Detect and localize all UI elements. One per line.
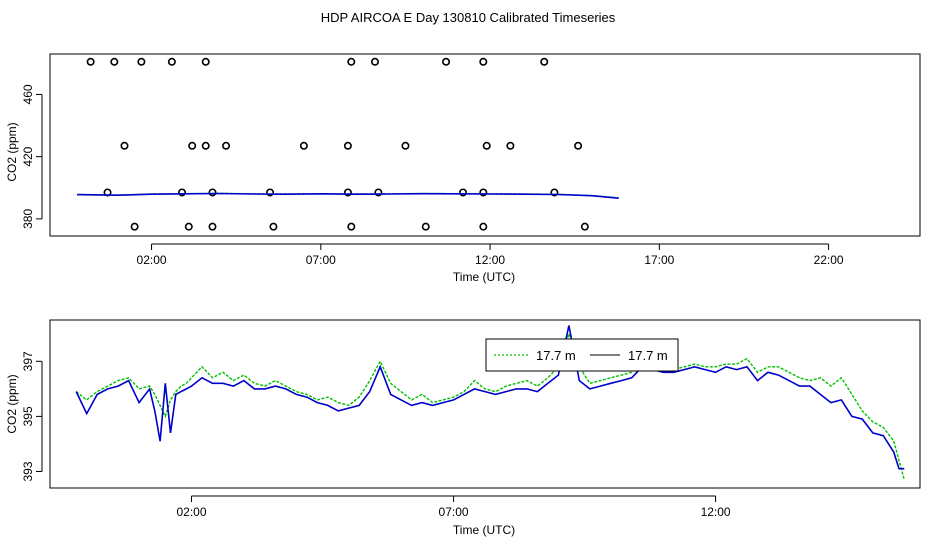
x-tick-label: 07:00 [306, 253, 336, 267]
top-x-axis: 02:00 07:00 12:00 17:00 22:00 [137, 243, 844, 267]
y-tick-label: 395 [21, 406, 35, 426]
calibration-point [208, 188, 217, 197]
calibration-point [184, 222, 193, 231]
calibration-point [299, 141, 308, 150]
calibration-point [506, 141, 515, 150]
top-x-label: Time (UTC) [453, 270, 515, 284]
calibration-point [550, 188, 559, 197]
top-calibration-points [86, 57, 589, 231]
calibration-point [482, 141, 491, 150]
bottom-x-label: Time (UTC) [453, 523, 515, 537]
calibration-point [458, 188, 467, 197]
calibration-point [479, 222, 488, 231]
legend-label-green: 17.7 m [536, 348, 576, 363]
calibration-point [374, 188, 383, 197]
x-tick-label: 22:00 [814, 253, 844, 267]
bottom-y-label: CO2 (ppm) [5, 374, 19, 433]
y-tick-label: 460 [21, 84, 35, 104]
calibration-point [574, 141, 583, 150]
top-series-lines [77, 192, 619, 199]
calibration-point [201, 57, 210, 66]
calibration-point [137, 57, 146, 66]
x-tick-label: 12:00 [701, 505, 731, 519]
calibration-point [401, 141, 410, 150]
x-tick-label: 02:00 [176, 505, 206, 519]
calibration-point [222, 141, 231, 150]
calibration-point [580, 222, 589, 231]
x-tick-label: 02:00 [137, 253, 167, 267]
bottom-plot-frame [49, 319, 921, 489]
x-tick-label: 17:00 [644, 253, 674, 267]
x-tick-label: 07:00 [439, 505, 469, 519]
calibration-point [120, 141, 129, 150]
calibration-point [266, 188, 275, 197]
series-line-blue [75, 325, 905, 470]
chart-title: HDP AIRCOA E Day 130810 Calibrated Times… [321, 10, 616, 25]
calibration-point [110, 57, 119, 66]
calibration-point [178, 188, 187, 197]
calibration-point [269, 222, 278, 231]
calibration-point [421, 222, 430, 231]
bottom-y-axis: 393 395 397 [21, 351, 43, 481]
calibration-point [86, 57, 95, 66]
calibration-point [130, 222, 139, 231]
y-tick-label: 380 [21, 209, 35, 229]
calibration-point [347, 57, 356, 66]
calibration-point [201, 141, 210, 150]
calibration-point [343, 188, 352, 197]
calibration-point [479, 57, 488, 66]
y-tick-label: 420 [21, 146, 35, 166]
legend-label-blue: 17.7 m [628, 348, 668, 363]
calibration-point [370, 57, 379, 66]
y-tick-label: 397 [21, 351, 35, 371]
bottom-x-axis: 02:00 07:00 12:00 [176, 495, 731, 519]
calibration-point [442, 57, 451, 66]
legend: 17.7 m 17.7 m [485, 338, 679, 372]
top-panel: 02:00 07:00 12:00 17:00 22:00 380 420 460 Time… [5, 53, 921, 284]
bottom-panel: 02:00 07:00 12:00 393 395 397 17.7 m 17.7 m … [5, 319, 921, 537]
calibration-point [188, 141, 197, 150]
calibration-point [208, 222, 217, 231]
top-y-axis: 380 420 460 [21, 84, 43, 229]
calibration-point [167, 57, 176, 66]
calibration-point [479, 188, 488, 197]
bottom-series-lines [75, 325, 905, 480]
x-tick-label: 12:00 [475, 253, 505, 267]
series-line-green [75, 331, 905, 480]
top-y-label: CO2 (ppm) [5, 122, 19, 181]
y-tick-label: 393 [21, 461, 35, 481]
top-plot-frame [49, 53, 921, 237]
series-line-blue [77, 192, 619, 199]
calibration-point [540, 57, 549, 66]
calibration-point [347, 222, 356, 231]
calibration-point [343, 141, 352, 150]
